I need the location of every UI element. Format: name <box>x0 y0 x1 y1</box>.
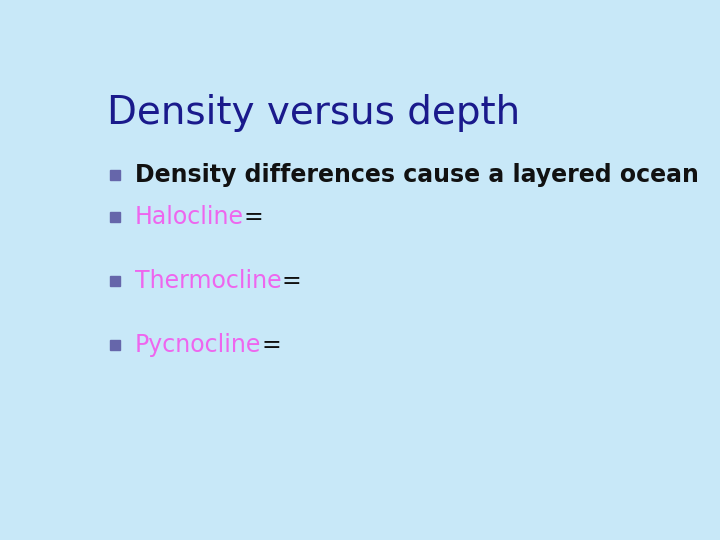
Text: Halocline: Halocline <box>135 205 243 228</box>
Text: Pycnocline: Pycnocline <box>135 334 261 357</box>
Text: Density differences cause a layered ocean: Density differences cause a layered ocea… <box>135 163 698 187</box>
Text: =: = <box>282 269 301 293</box>
Text: =: = <box>261 334 281 357</box>
Text: =: = <box>243 205 264 228</box>
Text: Density versus depth: Density versus depth <box>107 94 520 132</box>
Text: Thermocline: Thermocline <box>135 269 282 293</box>
